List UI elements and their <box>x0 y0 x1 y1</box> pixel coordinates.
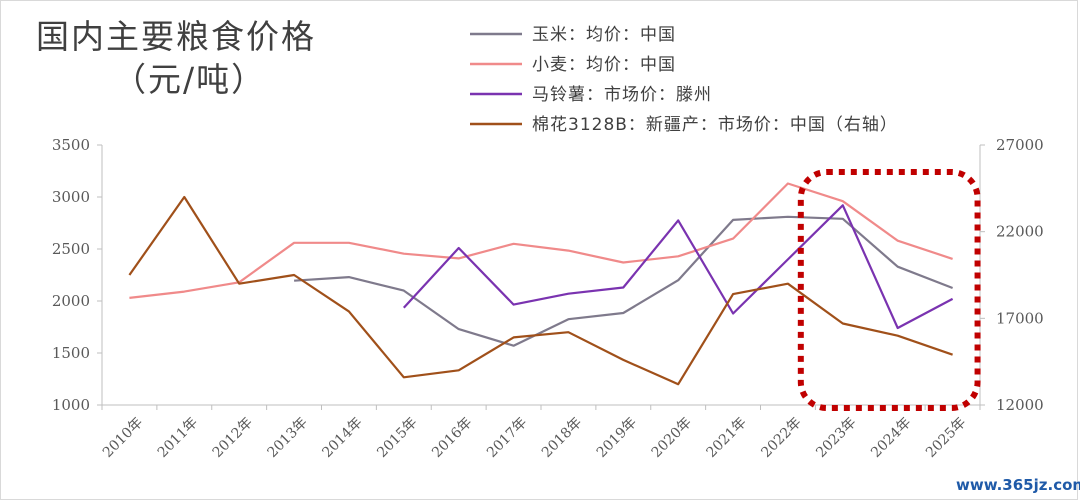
x-tick-label: 2024年 <box>868 415 914 461</box>
series-line-4 <box>128 195 953 386</box>
highlight-box <box>797 169 981 411</box>
x-tick-label: 2019年 <box>594 415 640 461</box>
x-tick-label: 2023年 <box>813 415 859 461</box>
series-layer <box>128 182 954 386</box>
x-tick-label: 2016年 <box>429 415 475 461</box>
x-tick-label: 2021年 <box>703 415 749 461</box>
y-left-tick-label: 2000 <box>52 292 90 310</box>
series-line-1 <box>294 215 953 347</box>
x-tick-label: 2025年 <box>923 415 969 461</box>
y-right-tick-label: 22000 <box>996 223 1044 241</box>
y-right-tick-label: 17000 <box>996 309 1044 327</box>
chart-subtitle: （元/吨） <box>113 60 266 99</box>
x-tick-label: 2014年 <box>319 415 365 461</box>
chart-title: 国内主要粮食价格 <box>36 17 316 56</box>
y-left-tick-label: 3500 <box>52 136 90 154</box>
y-left-tick-label: 3000 <box>52 188 90 206</box>
y-right-tick-label: 12000 <box>996 396 1044 414</box>
x-tick-label: 2018年 <box>539 415 585 461</box>
x-tick-label: 2020年 <box>649 415 695 461</box>
series-line-2 <box>129 182 953 299</box>
x-tick-label: 2012年 <box>210 415 256 461</box>
legend-label-3: 马铃薯：市场价：滕州 <box>532 85 712 105</box>
legend-label-2: 小麦：均价：中国 <box>532 55 676 75</box>
y-left-tick-label: 1500 <box>52 344 90 362</box>
legend: 玉米：均价：中国小麦：均价：中国马铃薯：市场价：滕州棉花3128B：新疆产：市场… <box>470 25 898 135</box>
y-left-tick-label: 1000 <box>52 396 90 414</box>
x-tick-label: 2017年 <box>484 415 530 461</box>
y-right-tick-label: 27000 <box>996 136 1044 154</box>
x-tick-label: 2022年 <box>758 415 804 461</box>
y-left-tick-label: 2500 <box>52 240 90 258</box>
x-tick-label: 2013年 <box>264 415 310 461</box>
series-line-3 <box>402 204 954 330</box>
legend-label-1: 玉米：均价：中国 <box>532 25 676 45</box>
x-tick-label: 2011年 <box>155 415 201 461</box>
watermark: www.365jz.com <box>952 474 1080 498</box>
legend-label-4: 棉花3128B：新疆产：市场价：中国（右轴） <box>532 115 898 135</box>
x-tick-label: 2015年 <box>374 415 420 461</box>
watermark-text: www.365jz.com <box>956 476 1080 494</box>
x-tick-label: 2010年 <box>100 415 146 461</box>
